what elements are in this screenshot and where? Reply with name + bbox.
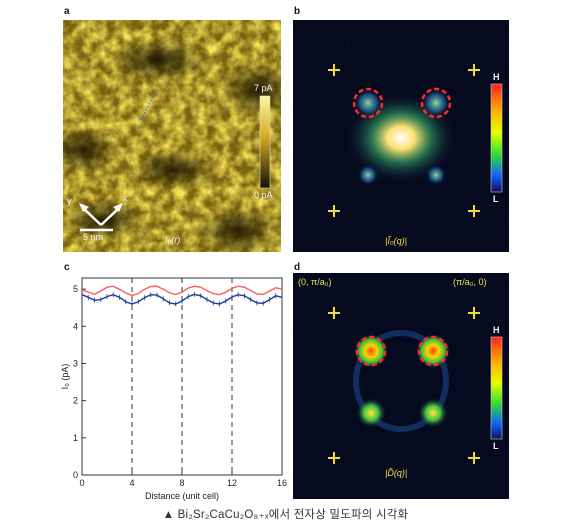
- panel-label-c: c: [64, 262, 70, 273]
- panel-b-name: |Ĩ₀(q)|: [385, 236, 407, 246]
- fft-image-d: [293, 273, 509, 499]
- bragg-markers: [328, 64, 480, 217]
- y-tick-label: 0: [73, 470, 78, 480]
- y-tick-label: 5: [73, 284, 78, 294]
- y-tick-label: 3: [73, 358, 78, 368]
- colorscale-a: [259, 95, 271, 189]
- x-tick-label: 16: [277, 478, 287, 488]
- corner-right-label: (π/a₀, 0): [453, 277, 487, 287]
- topograph-panel-a: 7 pA 0 pA y x 5 nm I₀(r): [63, 20, 281, 252]
- corner-left-label: (0, π/a₀): [298, 277, 332, 287]
- colorbar-d: [490, 336, 503, 440]
- panel-label-d: d: [294, 262, 301, 273]
- panel-label-a: a: [64, 6, 70, 17]
- scale-bottom-label: 0 pA: [254, 190, 273, 200]
- colorbar-b-top: H: [493, 72, 500, 82]
- colorbar-b: [490, 83, 503, 193]
- scalebar-label: 5 nm: [83, 232, 104, 242]
- highlight-circle: [352, 87, 384, 119]
- y-tick-label: 1: [73, 433, 78, 443]
- fft-panel-b: H L |Ĩ₀(q)|: [293, 20, 509, 252]
- highlight-circle: [355, 335, 387, 367]
- axis-y-label: y: [67, 196, 72, 206]
- panel-d-name: |D̃(q)|: [385, 468, 408, 478]
- fft-panel-d: (0, π/a₀) (π/a₀, 0) H L |D̃(q)|: [293, 273, 509, 499]
- fft-image-b: [293, 20, 509, 252]
- highlight-circle: [420, 87, 452, 119]
- figure-caption: ▲ Bi₂Sr₂CaCu₂O₈₊ₓ에서 전자상 밀도파의 시각화: [162, 509, 409, 521]
- topograph-image: [63, 20, 281, 252]
- panel-label-b: b: [294, 6, 301, 17]
- y-tick-label: 2: [73, 396, 78, 406]
- series-line-1: [81, 285, 283, 297]
- y-axis-label: I₀ (pA): [60, 364, 70, 390]
- x-tick-label: 0: [79, 478, 84, 488]
- axis-x-label: x: [123, 193, 128, 203]
- x-tick-label: 12: [227, 478, 237, 488]
- x-tick-label: 8: [179, 478, 184, 488]
- linecut-chart: 0 4 8 12 16 0 1 2 3 4 5 Distance (unit cell) I₀ (pA): [60, 270, 292, 502]
- colorbar-b-bottom: L: [493, 194, 499, 204]
- x-tick-label: 4: [129, 478, 134, 488]
- highlight-circle: [417, 335, 449, 367]
- colorbar-d-bottom: L: [493, 441, 499, 451]
- colorbar-d-top: H: [493, 325, 500, 335]
- scale-top-label: 7 pA: [254, 83, 273, 93]
- y-tick-label: 4: [73, 321, 78, 331]
- x-axis-label: Distance (unit cell): [145, 491, 219, 501]
- bragg-markers: [328, 307, 480, 464]
- panel-a-name: I₀(r): [165, 235, 181, 245]
